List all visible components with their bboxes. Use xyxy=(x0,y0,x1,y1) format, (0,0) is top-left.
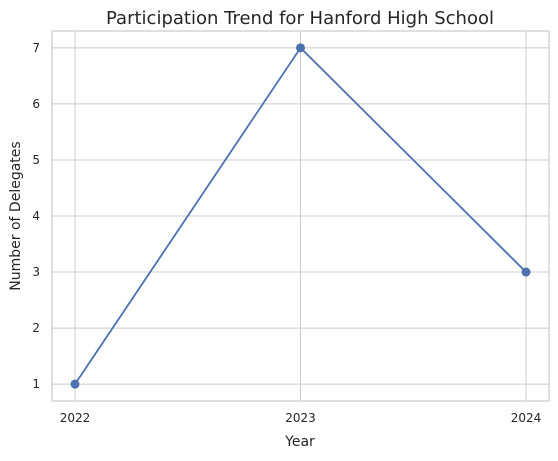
y-tick-label: 3 xyxy=(32,265,40,279)
chart-title: Participation Trend for Hanford High Sch… xyxy=(106,8,494,29)
y-tick-label: 1 xyxy=(32,377,40,391)
y-tick-labels: 1 2 3 4 5 6 7 xyxy=(32,41,40,391)
y-tick-label: 5 xyxy=(32,153,40,167)
x-tick-label: 2024 xyxy=(511,411,542,425)
y-axis-label: Number of Delegates xyxy=(8,141,24,290)
y-tick-label: 7 xyxy=(32,41,40,55)
x-tick-label: 2022 xyxy=(60,411,91,425)
y-tick-label: 4 xyxy=(32,209,40,223)
data-point xyxy=(296,43,305,53)
y-tick-label: 2 xyxy=(32,321,40,335)
data-point xyxy=(70,379,80,389)
x-axis-label: Year xyxy=(284,434,315,450)
data-point xyxy=(521,267,531,277)
grid-lines xyxy=(52,31,549,401)
x-tick-label: 2023 xyxy=(285,411,316,425)
x-tick-labels: 2022 2023 2024 xyxy=(60,411,542,425)
plot-frame xyxy=(51,30,550,402)
y-tick-label: 6 xyxy=(32,97,40,111)
series-layer xyxy=(70,43,531,389)
